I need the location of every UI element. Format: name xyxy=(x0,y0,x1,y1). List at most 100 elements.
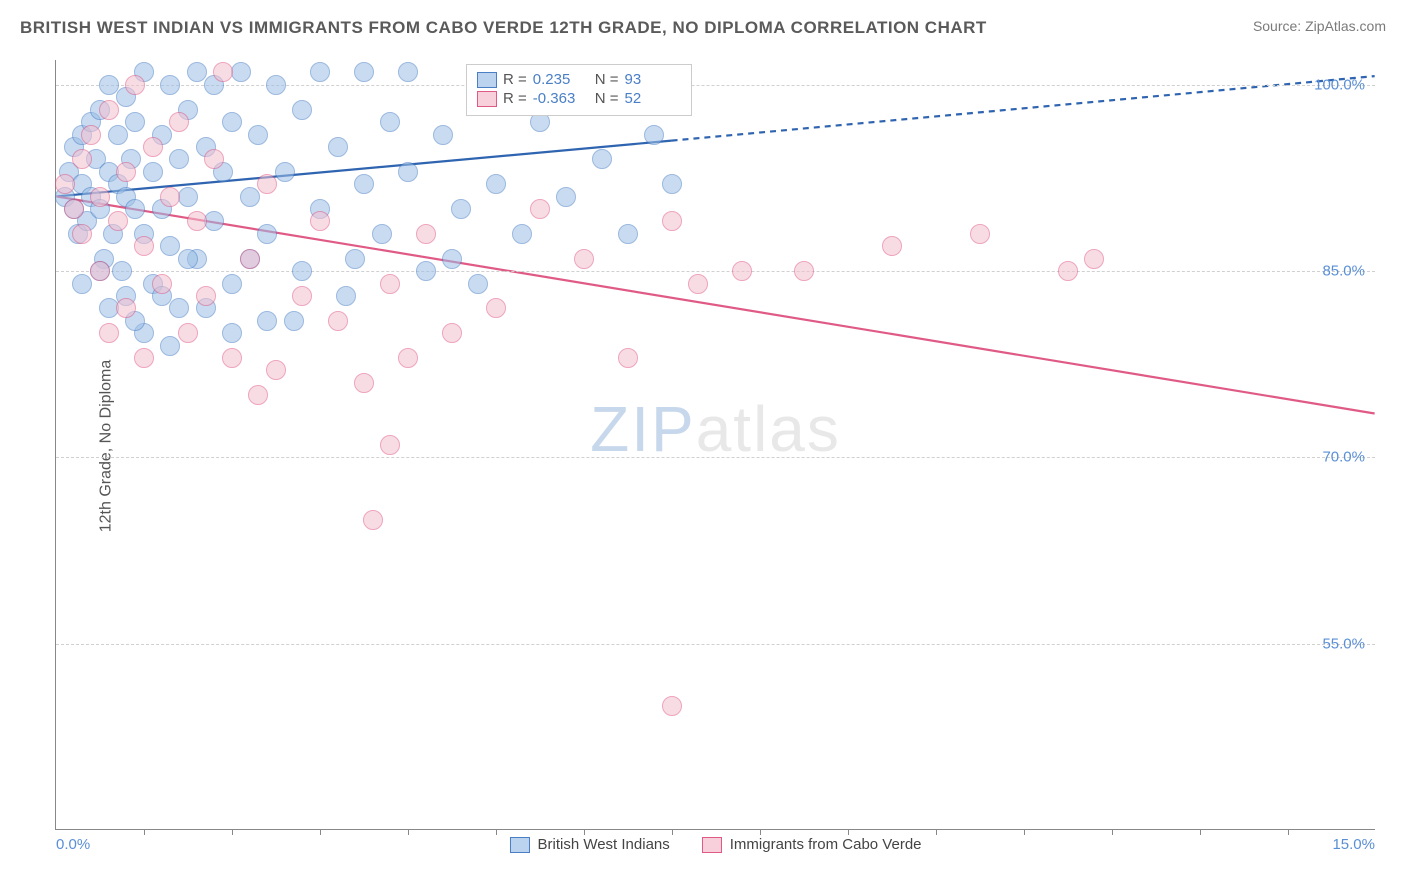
scatter-point xyxy=(266,75,286,95)
legend-swatch xyxy=(477,72,497,88)
scatter-point xyxy=(134,348,154,368)
watermark-zip: ZIP xyxy=(590,393,696,465)
stat-n-value: 93 xyxy=(625,71,681,88)
stat-n-value: 52 xyxy=(625,90,681,107)
y-tick-label: 100.0% xyxy=(1314,76,1365,93)
scatter-point xyxy=(662,696,682,716)
x-tick-mark xyxy=(760,829,761,835)
scatter-point xyxy=(240,187,260,207)
scatter-point xyxy=(662,211,682,231)
scatter-point xyxy=(398,348,418,368)
scatter-point xyxy=(310,211,330,231)
scatter-point xyxy=(442,249,462,269)
x-tick-mark xyxy=(584,829,585,835)
scatter-point xyxy=(125,112,145,132)
x-tick-mark xyxy=(1200,829,1201,835)
scatter-point xyxy=(328,137,348,157)
scatter-point xyxy=(55,174,75,194)
watermark: ZIPatlas xyxy=(590,392,841,466)
scatter-point xyxy=(143,137,163,157)
stat-n-label: N = xyxy=(595,90,619,107)
scatter-point xyxy=(160,336,180,356)
scatter-point xyxy=(398,62,418,82)
stat-n-label: N = xyxy=(595,71,619,88)
stats-legend-row: R =-0.363N =52 xyxy=(477,90,681,107)
bottom-legend: British West Indians Immigrants from Cabo… xyxy=(509,836,921,853)
scatter-point xyxy=(99,75,119,95)
source-label: Source: ZipAtlas.com xyxy=(1253,18,1386,34)
scatter-point xyxy=(187,211,207,231)
legend-swatch xyxy=(509,837,529,853)
scatter-point xyxy=(592,149,612,169)
scatter-point xyxy=(240,249,260,269)
scatter-point xyxy=(354,174,374,194)
gridline xyxy=(56,644,1375,645)
scatter-point xyxy=(152,274,172,294)
scatter-point xyxy=(662,174,682,194)
x-tick-mark xyxy=(496,829,497,835)
scatter-point xyxy=(112,261,132,281)
scatter-point xyxy=(416,224,436,244)
scatter-point xyxy=(222,274,242,294)
scatter-point xyxy=(363,510,383,530)
scatter-point xyxy=(794,261,814,281)
scatter-point xyxy=(354,373,374,393)
scatter-point xyxy=(292,286,312,306)
scatter-point xyxy=(486,174,506,194)
stat-r-value: -0.363 xyxy=(533,90,589,107)
scatter-point xyxy=(970,224,990,244)
scatter-point xyxy=(512,224,532,244)
y-tick-label: 55.0% xyxy=(1322,635,1365,652)
scatter-point xyxy=(90,187,110,207)
scatter-point xyxy=(222,112,242,132)
y-tick-label: 70.0% xyxy=(1322,449,1365,466)
scatter-point xyxy=(618,348,638,368)
scatter-point xyxy=(187,62,207,82)
scatter-point xyxy=(556,187,576,207)
scatter-point xyxy=(275,162,295,182)
scatter-point xyxy=(292,261,312,281)
scatter-point xyxy=(231,62,251,82)
x-tick-mark xyxy=(1024,829,1025,835)
stat-r-value: 0.235 xyxy=(533,71,589,88)
scatter-point xyxy=(292,100,312,120)
legend-label: British West Indians xyxy=(537,836,669,853)
x-min-label: 0.0% xyxy=(56,836,90,853)
scatter-point xyxy=(1058,261,1078,281)
x-tick-mark xyxy=(936,829,937,835)
scatter-point xyxy=(64,199,84,219)
scatter-point xyxy=(178,323,198,343)
scatter-point xyxy=(372,224,392,244)
scatter-point xyxy=(72,224,92,244)
scatter-plot: ZIPatlas 55.0%70.0%85.0%100.0% 0.0% 15.0… xyxy=(55,60,1375,830)
scatter-point xyxy=(380,274,400,294)
scatter-point xyxy=(222,323,242,343)
scatter-point xyxy=(143,162,163,182)
scatter-point xyxy=(266,360,286,380)
legend-label: Immigrants from Cabo Verde xyxy=(730,836,922,853)
x-max-label: 15.0% xyxy=(1332,836,1375,853)
scatter-point xyxy=(284,311,304,331)
stats-legend: R =0.235N =93R =-0.363N =52 xyxy=(466,64,692,116)
scatter-point xyxy=(169,112,189,132)
scatter-point xyxy=(116,162,136,182)
scatter-point xyxy=(169,149,189,169)
scatter-point xyxy=(1084,249,1104,269)
scatter-point xyxy=(398,162,418,182)
scatter-point xyxy=(99,100,119,120)
scatter-point xyxy=(310,62,330,82)
scatter-point xyxy=(530,199,550,219)
x-tick-mark xyxy=(1288,829,1289,835)
scatter-point xyxy=(204,149,224,169)
x-tick-mark xyxy=(672,829,673,835)
stat-r-label: R = xyxy=(503,71,527,88)
scatter-point xyxy=(72,274,92,294)
x-tick-mark xyxy=(1112,829,1113,835)
legend-swatch xyxy=(702,837,722,853)
x-tick-mark xyxy=(232,829,233,835)
scatter-point xyxy=(178,249,198,269)
scatter-point xyxy=(125,199,145,219)
scatter-point xyxy=(688,274,708,294)
scatter-point xyxy=(574,249,594,269)
scatter-point xyxy=(433,125,453,145)
